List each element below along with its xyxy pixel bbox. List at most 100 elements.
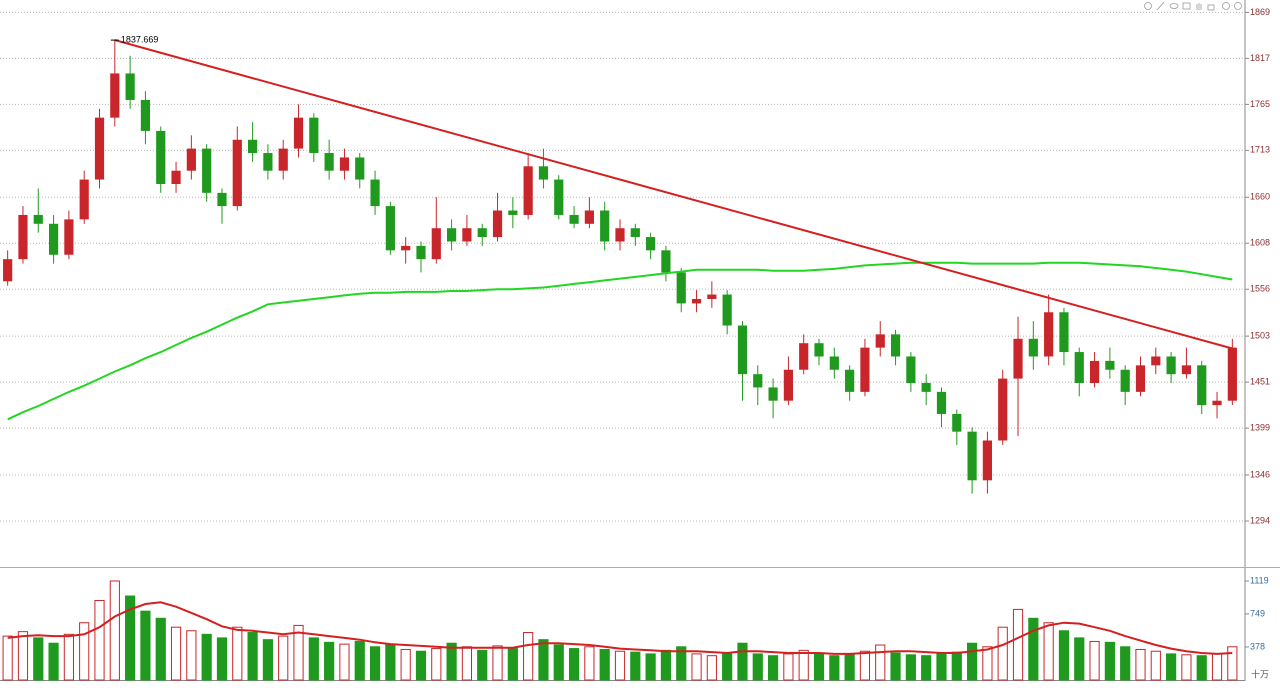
candle-body <box>416 245 426 260</box>
candle-body <box>431 228 441 260</box>
candle-body <box>845 369 855 392</box>
candle-body <box>860 347 870 392</box>
volume-bar <box>247 632 258 681</box>
volume-bar <box>798 649 809 681</box>
volume-bar <box>660 649 672 681</box>
y-tick-label: 1608 <box>1250 238 1270 248</box>
volume-bar <box>967 642 978 681</box>
volume-bar <box>676 646 687 681</box>
candle-body <box>554 179 564 215</box>
candle-body <box>1044 312 1054 357</box>
volume-bar <box>568 648 580 681</box>
volume-bar <box>722 653 733 681</box>
line <box>7 601 1233 655</box>
volume-bar <box>1166 653 1177 681</box>
volume-bar <box>1058 630 1070 681</box>
unit-label: 十万 <box>1251 668 1269 679</box>
y-tick-label: 1765 <box>1250 99 1270 109</box>
trendline <box>114 39 1233 350</box>
candle-body <box>814 343 824 357</box>
candle-body <box>1151 356 1161 366</box>
zoom-in-icon[interactable] <box>1222 2 1230 10</box>
volume-bar <box>1135 648 1146 681</box>
volume-bar <box>354 640 365 681</box>
y-tick-label: 1556 <box>1250 284 1270 294</box>
volume-bar <box>507 648 518 681</box>
volume-bar <box>614 650 626 681</box>
zoom-out-icon[interactable] <box>1234 2 1242 10</box>
candle-body <box>1028 338 1038 357</box>
candle-body <box>1166 356 1176 375</box>
volume-bar <box>951 651 962 681</box>
candle-body <box>936 391 947 414</box>
volume-bar <box>1120 646 1131 681</box>
candle-body <box>676 272 686 304</box>
candle-body <box>125 73 135 100</box>
volume-bar <box>140 610 151 681</box>
volume-bar <box>262 639 273 681</box>
candle-body <box>94 117 105 180</box>
volume-bar <box>584 646 595 681</box>
candle-body <box>1089 360 1100 384</box>
volume-bar <box>706 655 717 681</box>
volume-bar <box>94 599 105 681</box>
volume-bar <box>400 648 411 681</box>
volume-bar <box>33 637 44 681</box>
candle-body <box>630 228 640 238</box>
volume-bar <box>63 633 74 681</box>
volume-bar <box>936 653 947 681</box>
candle-body <box>906 356 916 384</box>
candle-body <box>33 214 43 224</box>
candle-body <box>477 228 487 238</box>
candle-body <box>982 440 992 481</box>
pen-icon[interactable] <box>1156 1 1165 11</box>
volume-bar <box>921 655 932 681</box>
candle-body <box>661 250 671 273</box>
y-tick-label: 1119 <box>1250 575 1269 585</box>
candle-body <box>18 214 28 260</box>
volume-bar <box>982 646 993 681</box>
volume-bar <box>446 642 457 681</box>
volume-bar <box>324 641 335 681</box>
candle-body <box>508 210 518 215</box>
volume-bar <box>48 642 59 681</box>
candle-body <box>186 148 196 171</box>
candle-body <box>232 139 242 207</box>
y-tick-label: 1503 <box>1250 331 1270 341</box>
toolbar[interactable] <box>1144 1 1242 11</box>
volume-bar <box>1074 637 1085 681</box>
volume-bar <box>905 654 916 681</box>
candle-body <box>722 294 732 326</box>
candle-body <box>217 192 227 207</box>
volume-bar <box>1012 608 1024 681</box>
candle-body <box>707 294 717 299</box>
volume-bar <box>461 646 473 681</box>
candle-body <box>615 228 625 242</box>
volume-bar <box>752 653 763 681</box>
volume-bar <box>691 653 702 681</box>
volume-bar <box>1211 653 1223 681</box>
candle-body <box>385 206 395 251</box>
y-tick-label: 1713 <box>1250 145 1270 155</box>
lock-icon[interactable] <box>1207 4 1215 11</box>
y-tick-label: 1817 <box>1250 53 1270 63</box>
y-tick-label: 1451 <box>1250 377 1270 387</box>
volume-bar <box>216 637 228 681</box>
eye-icon[interactable] <box>1169 3 1179 9</box>
y-tick-label: 1869 <box>1250 7 1270 17</box>
volume-bar <box>186 630 197 681</box>
candle-body <box>447 228 457 242</box>
candle-body <box>202 148 212 193</box>
volume-bar <box>385 644 396 681</box>
high-label: 1837.669 <box>121 34 159 44</box>
volume-bar <box>767 655 779 681</box>
candle-body <box>339 157 350 171</box>
delete-icon[interactable] <box>1182 2 1191 10</box>
volume-bar <box>155 617 166 681</box>
candle-body <box>263 153 273 171</box>
candle-body <box>462 228 472 242</box>
volume-bar <box>875 644 886 681</box>
settings-icon[interactable] <box>1144 2 1152 10</box>
hand-icon[interactable] <box>1196 3 1202 10</box>
